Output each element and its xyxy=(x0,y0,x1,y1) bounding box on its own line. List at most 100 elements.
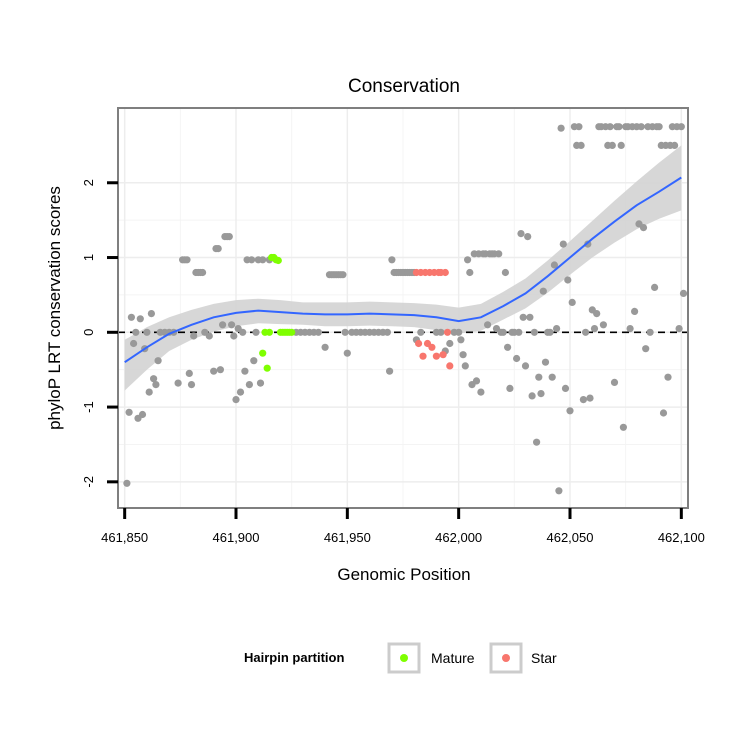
point-other xyxy=(472,377,481,385)
point-other xyxy=(225,233,233,241)
point-other xyxy=(659,409,668,417)
point-other xyxy=(484,321,492,329)
point-other xyxy=(553,325,561,333)
point-other xyxy=(501,268,509,277)
point-other xyxy=(145,388,153,396)
point-other xyxy=(343,349,351,357)
point-other xyxy=(386,367,394,375)
point-other xyxy=(199,268,207,277)
point-other xyxy=(228,321,236,329)
smooth-line xyxy=(124,176,682,364)
point-other xyxy=(655,123,663,131)
point-other xyxy=(639,224,648,232)
point-other xyxy=(138,410,147,419)
point-other xyxy=(250,357,258,365)
point-other xyxy=(495,250,503,258)
point-other xyxy=(417,328,425,336)
point-other xyxy=(546,328,554,336)
point-other xyxy=(642,345,650,353)
point-other xyxy=(651,283,659,291)
point-other xyxy=(314,328,322,336)
point-other xyxy=(637,123,645,131)
confidence-band xyxy=(124,145,682,391)
x-tick-label: 461,900 xyxy=(213,530,260,545)
point-other xyxy=(248,256,256,264)
point-other xyxy=(524,233,532,241)
point-other xyxy=(383,328,391,336)
point-other xyxy=(533,438,541,446)
point-other xyxy=(548,373,556,381)
point-other xyxy=(252,328,260,336)
axis-ticks: 461,850 461,900 461,950 462,000 462,050 462,1… xyxy=(81,179,705,545)
point-other xyxy=(566,407,574,415)
point-star xyxy=(446,362,454,370)
point-other xyxy=(619,423,628,431)
point-other xyxy=(232,396,240,404)
y-tick-label: 0 xyxy=(81,329,96,336)
point-star xyxy=(439,351,447,359)
point-star xyxy=(419,352,427,360)
point-other xyxy=(154,357,162,365)
point-other xyxy=(455,328,463,336)
point-other xyxy=(564,276,572,284)
point-other xyxy=(606,123,614,131)
point-other xyxy=(582,328,590,336)
point-other xyxy=(506,384,514,392)
point-mature xyxy=(259,349,267,357)
point-other xyxy=(210,367,218,375)
point-other xyxy=(216,366,224,374)
point-other xyxy=(136,315,144,323)
point-other xyxy=(477,388,485,396)
point-other xyxy=(517,230,525,238)
point-other xyxy=(187,381,196,389)
point-other xyxy=(519,313,527,321)
point-other xyxy=(127,313,135,321)
point-other xyxy=(646,328,654,336)
point-other xyxy=(671,141,679,149)
y-tick-label: 1 xyxy=(81,254,96,261)
point-other xyxy=(568,298,576,306)
point-other xyxy=(152,381,160,389)
point-other xyxy=(239,328,247,336)
point-star xyxy=(428,343,436,351)
point-other xyxy=(559,240,567,248)
point-other xyxy=(610,378,619,386)
point-other xyxy=(550,261,559,269)
plot-border xyxy=(117,107,689,509)
point-other xyxy=(123,479,131,487)
point-other xyxy=(245,381,253,389)
point-other xyxy=(539,287,547,295)
point-other xyxy=(461,362,469,370)
y-tick-label: 2 xyxy=(81,179,96,186)
x-tick-label: 461,950 xyxy=(324,530,371,545)
y-axis-label: phyloP LRT conservation scores xyxy=(45,186,64,430)
point-other xyxy=(321,343,329,351)
point-other xyxy=(339,271,347,279)
point-other xyxy=(528,392,536,400)
point-mature xyxy=(288,328,296,336)
legend-label-star: Star xyxy=(531,650,557,666)
point-other xyxy=(256,379,265,387)
point-star xyxy=(432,352,440,360)
grid-lines xyxy=(118,108,688,508)
point-other xyxy=(590,325,599,333)
point-other xyxy=(125,408,133,416)
point-other xyxy=(555,487,563,495)
point-other xyxy=(185,369,193,377)
point-other xyxy=(557,124,565,132)
point-other xyxy=(599,321,608,329)
point-other xyxy=(130,339,138,348)
point-other xyxy=(677,123,685,131)
x-tick-label: 462,050 xyxy=(546,530,593,545)
x-tick-label: 461,850 xyxy=(101,530,148,545)
x-tick-label: 462,100 xyxy=(658,530,705,545)
point-other xyxy=(499,328,507,336)
point-other xyxy=(615,123,623,131)
point-other xyxy=(214,245,222,253)
point-other xyxy=(236,388,245,396)
point-star xyxy=(443,328,452,336)
legend-label-mature: Mature xyxy=(431,650,475,666)
point-other xyxy=(219,321,227,329)
x-tick-label: 462,000 xyxy=(435,530,482,545)
